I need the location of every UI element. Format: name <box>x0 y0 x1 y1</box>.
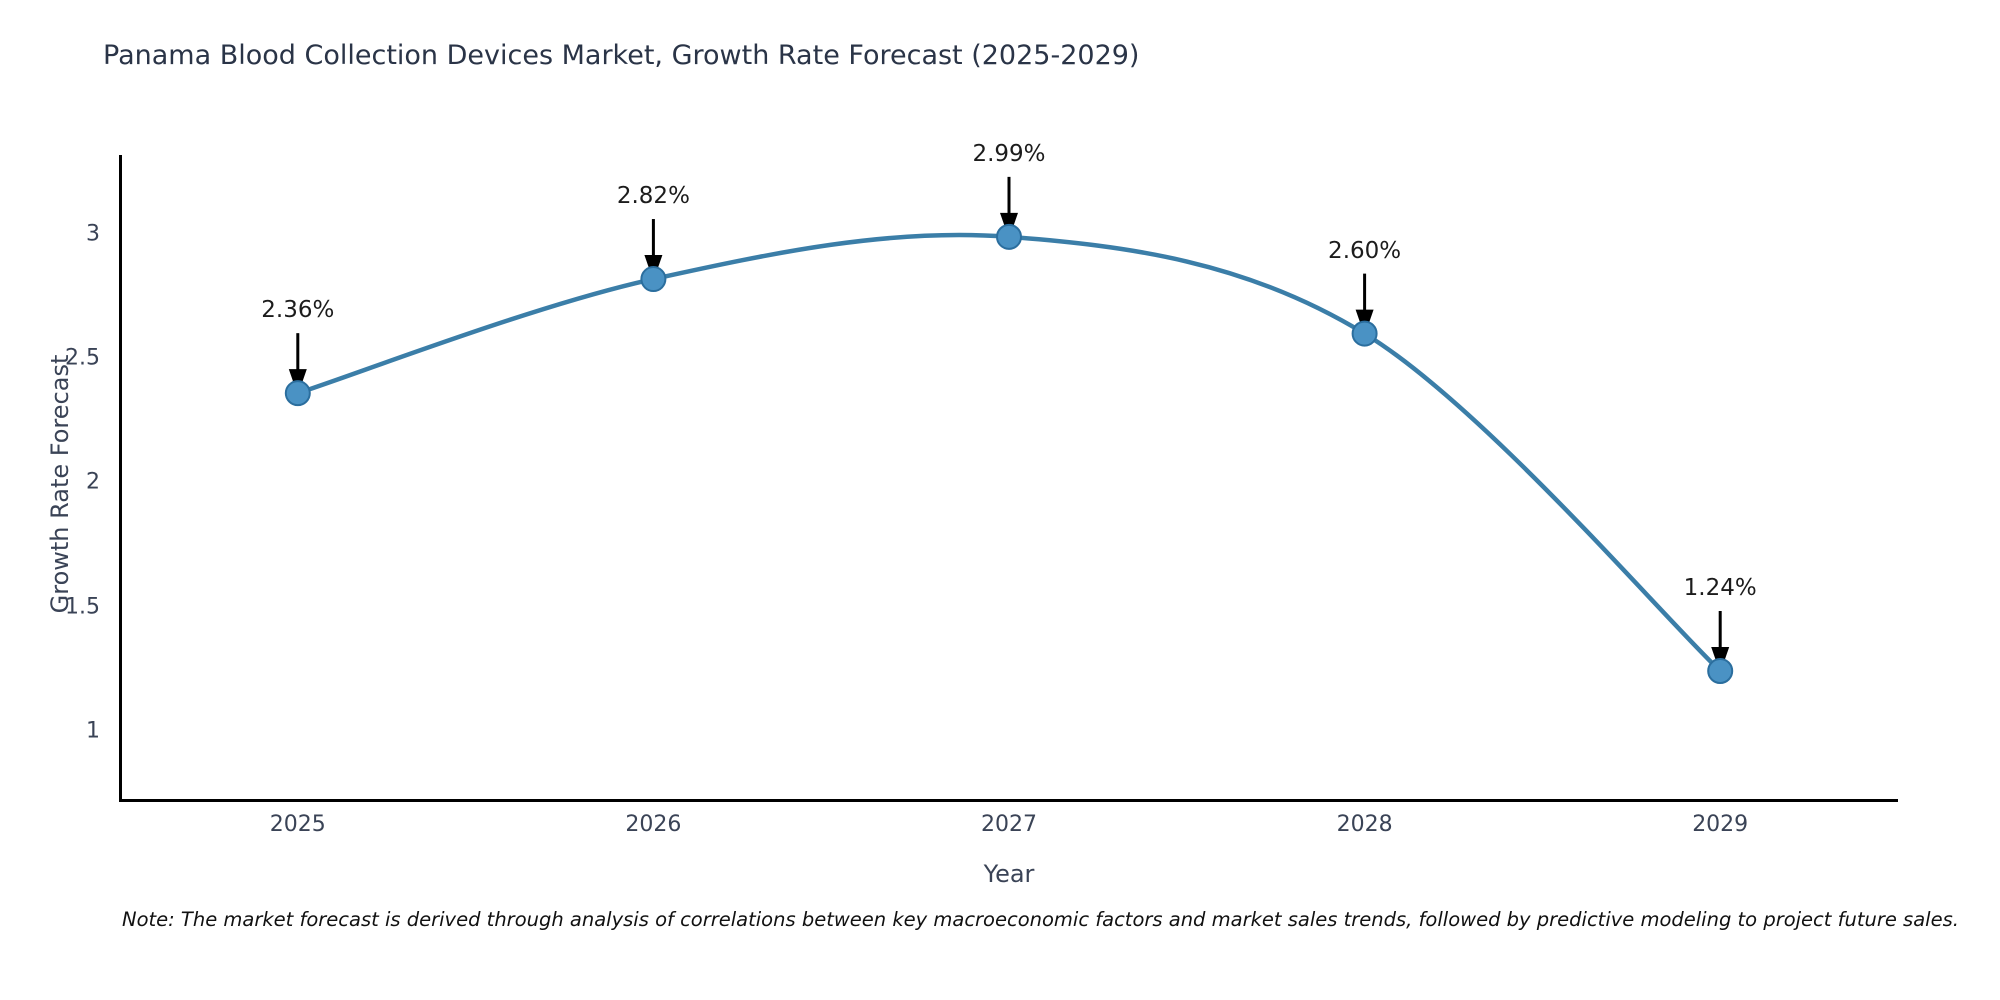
x-axis-tick-label: 2026 <box>625 812 682 837</box>
data-point-label: 2.99% <box>972 140 1046 167</box>
data-point-marker[interactable] <box>996 223 1022 250</box>
y-axis-tick-label: 1 <box>86 718 100 744</box>
plot-area <box>120 155 1898 800</box>
x-axis-tick-label: 2028 <box>1336 812 1393 837</box>
y-axis-tick-label: 3 <box>86 221 100 247</box>
y-axis-tick-label: 2 <box>86 469 100 495</box>
data-point-marker[interactable] <box>1707 658 1734 684</box>
series-markers <box>284 223 1734 684</box>
chart-footnote: Note: The market forecast is derived thr… <box>122 908 1959 931</box>
chart-title: Panama Blood Collection Devices Market, … <box>103 40 1140 71</box>
x-axis-tick-label: 2027 <box>981 812 1037 837</box>
data-point-label: 2.82% <box>616 183 690 210</box>
data-point-label: 2.60% <box>1328 237 1402 264</box>
y-axis-tick-label: 2.5 <box>65 345 100 371</box>
x-axis-title: Year <box>983 860 1035 888</box>
data-point-marker[interactable] <box>640 266 667 293</box>
data-point-label: 2.36% <box>261 297 335 324</box>
line-chart-svg <box>284 176 1734 684</box>
y-axis-spine <box>119 155 122 802</box>
x-axis-tick-label: 2025 <box>269 812 326 837</box>
data-point-marker[interactable] <box>284 380 311 407</box>
x-axis-spine <box>119 799 1898 802</box>
x-axis-tick-label: 2029 <box>1692 812 1749 837</box>
data-point-marker[interactable] <box>1351 320 1378 347</box>
data-point-label: 1.24% <box>1683 575 1757 601</box>
y-axis-tick-labels: 1 1.5 2 2.5 3 <box>0 0 100 1000</box>
y-axis-tick-label: 1.5 <box>65 594 100 619</box>
